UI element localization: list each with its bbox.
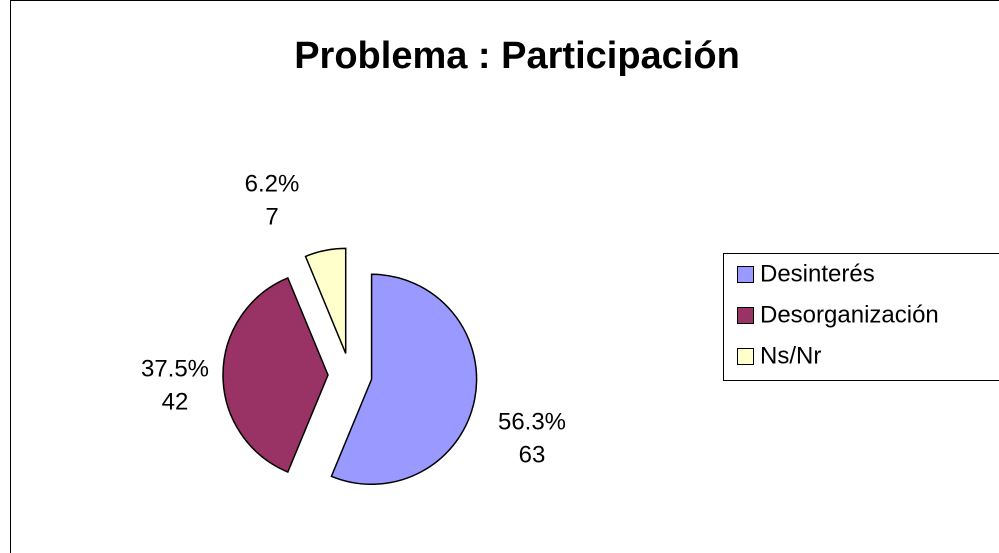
legend-label: Ns/Nr [760,342,821,369]
legend-swatch [737,348,754,365]
legend-swatch [737,307,754,324]
pie-slice [304,247,347,354]
pie-slice [222,277,329,473]
value-label: 42 [162,388,189,415]
percent-label: 56.3% [498,408,566,435]
legend-swatch [737,266,754,283]
legend-box [723,253,999,381]
legend-label: Desorganización [760,301,939,328]
value-label: 7 [265,203,278,230]
value-label: 63 [519,441,546,468]
percent-label: 6.2% [245,170,300,197]
percent-label: 37.5% [141,355,209,382]
pie-slice [330,273,478,486]
legend-label: Desinterés [760,260,875,287]
chart-title: Problema : Participación [294,35,740,77]
